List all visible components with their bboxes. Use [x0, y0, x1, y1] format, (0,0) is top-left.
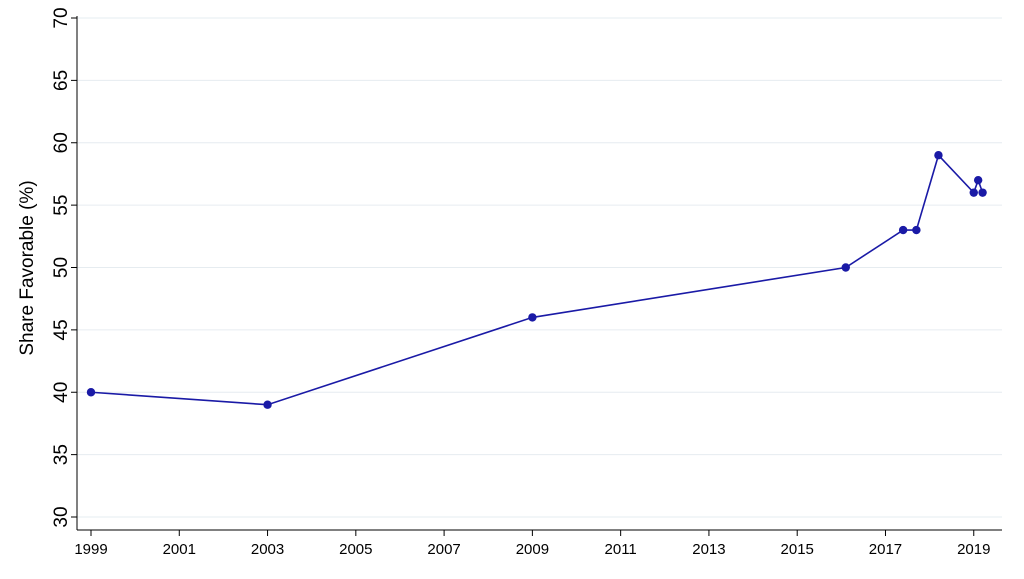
x-tick-label: 2001	[163, 541, 196, 558]
data-point	[263, 400, 272, 409]
x-tick-label: 1999	[74, 541, 107, 558]
y-tick-label: 35	[51, 444, 72, 465]
y-tick-label: 30	[51, 506, 72, 527]
series-layer	[86, 151, 987, 409]
x-tick-label: 2009	[516, 541, 549, 558]
data-point	[841, 263, 850, 272]
x-tick-label: 2017	[869, 541, 902, 558]
data-point	[898, 225, 908, 235]
x-tick-label: 2005	[339, 541, 372, 558]
y-tick-label: 40	[51, 382, 72, 403]
x-tick-label: 2011	[605, 541, 637, 558]
data-point	[86, 388, 96, 397]
y-axis-label: Share Favorable (%)	[17, 180, 38, 355]
data-point	[912, 225, 921, 235]
x-tick-label: 2019	[957, 541, 990, 558]
x-tick-label: 2003	[251, 541, 284, 558]
data-point	[978, 188, 987, 197]
x-tick-label: 2013	[692, 541, 725, 558]
y-tick-label: 65	[51, 70, 72, 91]
y-tick-label: 50	[51, 257, 72, 278]
y-tick-label: 60	[51, 132, 72, 153]
grid-lines	[77, 17, 1002, 518]
y-tick-label: 70	[51, 7, 72, 28]
x-tick-label: 2015	[781, 541, 814, 558]
data-point	[969, 188, 978, 197]
series-line	[90, 153, 984, 406]
y-tick-label: 45	[51, 319, 72, 340]
data-point	[934, 151, 943, 160]
axes: 30 35 40 45 50 55 60 65 70 1999 2001 2003 2005 2007 20…	[51, 7, 1002, 558]
data-point	[528, 313, 537, 322]
data-point	[973, 175, 983, 185]
y-tick-label: 55	[51, 195, 72, 216]
x-tick-label: 2007	[427, 541, 460, 558]
